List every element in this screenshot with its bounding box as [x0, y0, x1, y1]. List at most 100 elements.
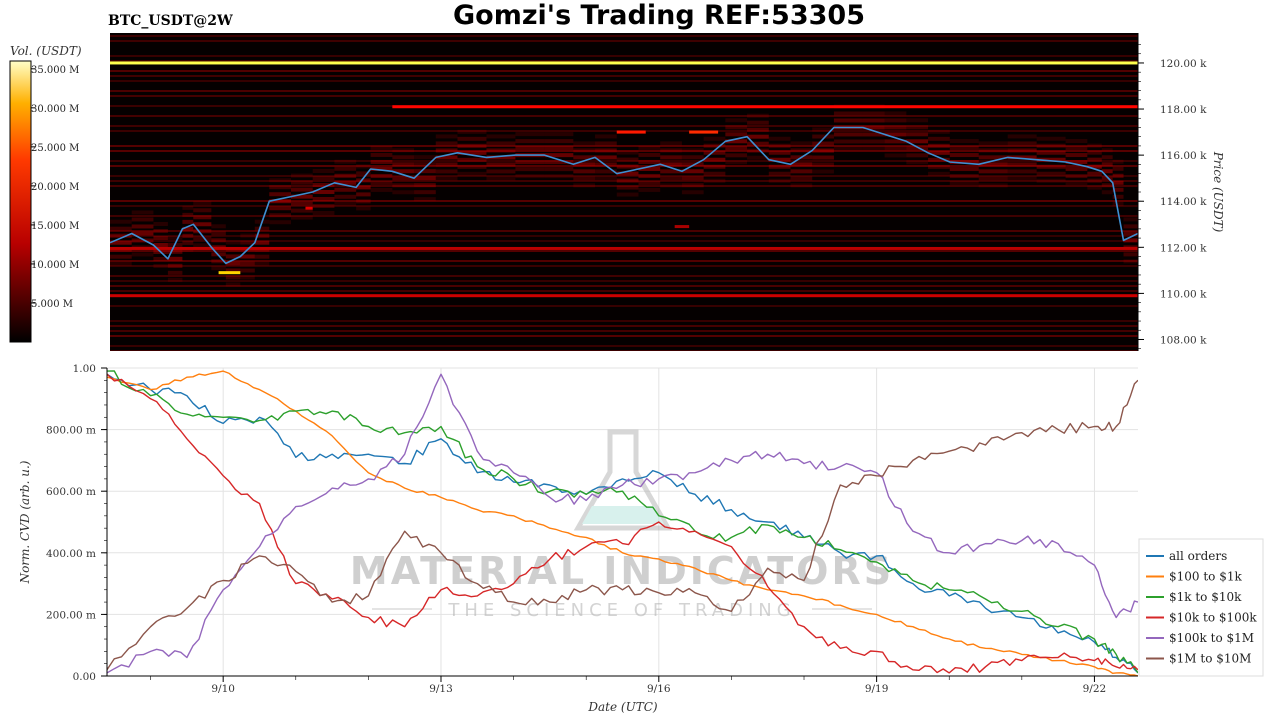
trade-zone-cell: [812, 155, 834, 160]
trade-zone-cell: [703, 171, 726, 176]
legend-label: $1k to $10k: [1169, 590, 1242, 604]
cvd-series-5: [107, 379, 1138, 671]
trade-zone-cell: [435, 176, 458, 181]
orderbook-row: [110, 250, 1138, 252]
cvd-x-tick-label: 9/16: [647, 683, 671, 695]
trade-zone-cell: [182, 233, 194, 238]
price-tick-label: 112.00 k: [1160, 242, 1207, 254]
orderbook-row: [110, 185, 1138, 187]
trade-zone-cell: [884, 132, 907, 137]
trade-zone-cell: [725, 125, 748, 130]
liquidity-levels: [110, 61, 1138, 298]
trade-zone-cell: [906, 132, 929, 137]
trade-zone-cell: [978, 169, 1008, 174]
trade-zone-cell: [1123, 224, 1138, 229]
trade-zone-cell: [949, 139, 979, 144]
trade-zone-cell: [110, 219, 132, 224]
trade-zone-cell: [703, 150, 726, 155]
trade-zone-cell: [616, 192, 639, 197]
trade-zone-cell: [616, 185, 639, 190]
trade-zone-cell: [392, 176, 415, 181]
trade-zone-cell: [1101, 183, 1113, 188]
trade-zone-cell: [193, 236, 212, 241]
trade-zone-cell: [768, 171, 791, 176]
trade-zone-cell: [681, 169, 704, 174]
trade-zone-cell: [1101, 148, 1113, 153]
trade-zone-cell: [747, 155, 769, 160]
trade-zone-cell: [703, 143, 726, 148]
orderbook-row: [110, 125, 1138, 127]
orderbook-row: [110, 330, 1138, 332]
trade-zone-cell: [747, 127, 769, 132]
trade-zone-cell: [370, 173, 393, 178]
trade-zone-cell: [862, 125, 885, 130]
trade-zone-cell: [1065, 167, 1088, 172]
trade-zone-cell: [1087, 150, 1102, 155]
trade-zone-cell: [225, 240, 241, 245]
trade-zone-cell: [638, 152, 661, 157]
trade-zone-cell: [595, 169, 617, 174]
trade-zone-cell: [356, 199, 371, 204]
trade-zone-cell: [812, 127, 834, 132]
trade-zone-cell: [725, 146, 748, 151]
price-axis-ticks: 108.00 k 110.00 k 112.00 k 114.00 k 116.00 k…: [1138, 44, 1207, 349]
trade-zone-cell: [747, 113, 769, 118]
trade-zone-cell: [1123, 238, 1138, 243]
trade-zone-cell: [725, 153, 748, 158]
trade-zone-cell: [949, 181, 979, 186]
cvd-series-3: [107, 373, 1138, 674]
trade-zone-cell: [414, 183, 436, 188]
trade-zone-cell: [544, 160, 574, 165]
trade-zone-cell: [269, 220, 291, 225]
trade-zone-cell: [1036, 164, 1066, 169]
trade-zone-cell: [312, 211, 335, 215]
trade-zone-cell: [334, 180, 357, 185]
trade-zone-cell: [435, 141, 458, 146]
trade-zone-cell: [457, 143, 487, 148]
trade-zone-cell: [356, 206, 371, 211]
trade-zone-cell: [392, 169, 415, 174]
orderbook-row: [110, 260, 1138, 262]
trade-zone-cell: [725, 160, 748, 165]
colorbar-tick-label: 10.000 M: [31, 260, 79, 271]
trade-zone-cell: [768, 164, 791, 169]
trade-zone-cell: [290, 194, 313, 199]
trade-zone-cell: [414, 176, 436, 181]
cvd-y-tick-label: 0.00: [73, 671, 96, 683]
trade-zone-cell: [616, 178, 639, 183]
trade-zone-cell: [703, 164, 726, 169]
trade-zone-cell: [616, 150, 639, 155]
trade-zone-cell: [660, 162, 682, 167]
chart-title: Gomzi's Trading REF:53305: [453, 0, 865, 31]
trade-zone-cell: [768, 157, 791, 162]
trade-zone-cell: [370, 187, 393, 192]
trade-zone-cell: [595, 134, 617, 139]
trade-zone-cell: [1036, 150, 1066, 155]
trade-zone-cell: [414, 155, 436, 160]
trade-zone-cell: [131, 252, 154, 257]
watermark: MATERIAL INDICATORS THE SCIENCE OF TRADI…: [350, 429, 891, 621]
liquidity-level: [689, 130, 719, 134]
cvd-y-tick-label: 400.00 m: [46, 548, 96, 560]
trade-zone-cell: [544, 153, 574, 158]
orderbook-row: [110, 160, 1138, 162]
cvd-series-lines: [107, 370, 1138, 676]
cvd-y-ticks: 0.00 200.00 m 400.00 m 600.00 m 800.00 m 1.00: [46, 363, 107, 683]
trade-zone-cell: [978, 162, 1008, 167]
trade-zone-cell: [392, 162, 415, 167]
trade-zone-cell: [928, 150, 950, 155]
trade-zone-cell: [747, 134, 769, 139]
trade-zone-cell: [1065, 146, 1088, 151]
trade-zone-cell: [1112, 166, 1124, 171]
symbol-label: BTC_USDT@2W: [108, 13, 233, 29]
trade-zone-cell: [312, 190, 335, 194]
trade-zone-cell: [486, 162, 516, 167]
trade-zone-cell: [1123, 217, 1138, 222]
trade-zone-cell: [1112, 159, 1124, 164]
trade-zone-cell: [681, 148, 704, 153]
liquidity-level: [218, 271, 241, 275]
trade-zone-cell: [544, 139, 574, 144]
trade-zone-cell: [515, 160, 545, 165]
legend-label: $10k to $100k: [1169, 611, 1257, 625]
